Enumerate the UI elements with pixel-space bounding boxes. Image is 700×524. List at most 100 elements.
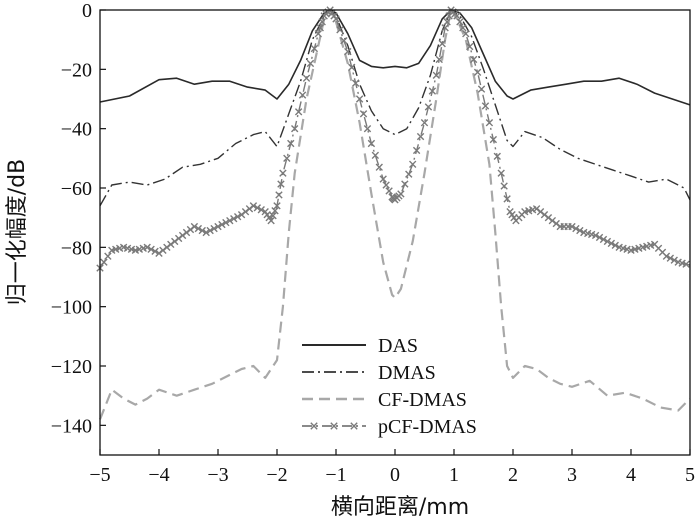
legend-label-pcf-dmas: pCF-DMAS bbox=[378, 416, 477, 438]
series-marker bbox=[670, 256, 678, 264]
series-marker bbox=[682, 260, 690, 268]
series-marker bbox=[409, 160, 417, 168]
series-marker bbox=[572, 224, 580, 233]
series-marker bbox=[271, 207, 279, 215]
y-tick-label: 0 bbox=[82, 0, 92, 22]
series-marker bbox=[151, 247, 159, 255]
series-marker bbox=[595, 233, 604, 242]
series-marker bbox=[348, 63, 356, 72]
x-axis-label: 横向距离/mm bbox=[331, 495, 469, 520]
series-markers-pcf-dmas bbox=[96, 6, 690, 272]
series-marker bbox=[385, 187, 393, 195]
series-marker bbox=[662, 252, 671, 260]
series-marker bbox=[302, 74, 311, 82]
series-marker bbox=[336, 26, 344, 34]
series-marker bbox=[576, 226, 584, 235]
series-marker bbox=[591, 231, 600, 240]
series-marker bbox=[194, 224, 203, 233]
series-marker bbox=[489, 135, 498, 144]
series-marker bbox=[104, 252, 112, 260]
y-tick-label: −20 bbox=[61, 59, 92, 81]
series-marker bbox=[438, 39, 446, 48]
series-marker bbox=[382, 181, 390, 189]
series-marker bbox=[405, 170, 413, 178]
series-marker bbox=[568, 222, 576, 231]
legend-marker bbox=[350, 422, 358, 430]
series-marker bbox=[283, 154, 291, 163]
x-tick-label: 4 bbox=[626, 464, 636, 486]
series-marker bbox=[359, 110, 368, 118]
series-marker bbox=[666, 254, 675, 262]
series-marker bbox=[230, 214, 238, 223]
legend-marker bbox=[310, 422, 318, 430]
y-tick-label: −120 bbox=[51, 356, 92, 378]
series-marker bbox=[147, 245, 155, 254]
series-marker bbox=[190, 222, 199, 231]
x-tick-label: −3 bbox=[207, 464, 228, 486]
series-marker bbox=[459, 24, 467, 32]
series-marker bbox=[279, 169, 287, 177]
series-marker bbox=[214, 222, 222, 231]
series-marker bbox=[456, 18, 464, 26]
series-marker bbox=[218, 220, 226, 229]
series-marker bbox=[428, 87, 437, 95]
series-marker bbox=[611, 241, 619, 250]
series-marker bbox=[314, 30, 322, 38]
series-marker bbox=[351, 79, 360, 87]
series-marker bbox=[294, 108, 303, 116]
series-marker bbox=[379, 175, 387, 183]
series-marker bbox=[462, 30, 470, 38]
series-marker bbox=[355, 95, 364, 103]
series-line-pcf-dmas bbox=[99, 9, 691, 269]
series-marker bbox=[318, 18, 326, 26]
series-marker bbox=[233, 212, 242, 221]
series-marker bbox=[473, 68, 482, 76]
series-marker bbox=[469, 55, 478, 64]
series-marker bbox=[603, 237, 612, 246]
series-marker bbox=[367, 139, 376, 148]
y-axis-label: 归一化幅度/dB bbox=[5, 159, 30, 305]
series-marker bbox=[401, 180, 409, 188]
series-line-dmas bbox=[99, 9, 691, 207]
x-tick-label: −4 bbox=[148, 464, 169, 486]
series-marker bbox=[273, 202, 281, 210]
x-tick-label: 3 bbox=[567, 464, 577, 486]
series-marker bbox=[340, 36, 348, 45]
x-tick-label: 0 bbox=[390, 464, 400, 486]
series-marker bbox=[477, 85, 486, 93]
series-marker bbox=[416, 132, 425, 141]
x-tick-label: −1 bbox=[325, 464, 346, 486]
series-marker bbox=[257, 206, 265, 214]
series-marker bbox=[277, 180, 285, 188]
tick-layer: −5 −4 −3 −2 −1 0 1 2 3 4 5 0 −20 −40 −60 −80 −100 −120 −14… bbox=[51, 0, 695, 486]
x-tick-label: 2 bbox=[508, 464, 518, 486]
x-tick-label: 1 bbox=[449, 464, 459, 486]
series-marker bbox=[267, 216, 275, 225]
series-marker bbox=[202, 228, 210, 237]
series-marker bbox=[466, 42, 474, 51]
series-marker bbox=[253, 204, 262, 212]
series-marker bbox=[143, 243, 151, 252]
series-marker bbox=[275, 191, 283, 199]
y-tick-label: −60 bbox=[61, 178, 92, 200]
series-marker bbox=[441, 24, 449, 32]
series-marker bbox=[497, 169, 505, 177]
series-marker bbox=[607, 239, 616, 248]
series-marker bbox=[397, 190, 405, 198]
series-marker bbox=[100, 258, 108, 266]
series-marker bbox=[226, 216, 234, 225]
series-marker bbox=[363, 124, 372, 133]
series-marker bbox=[269, 211, 277, 220]
y-tick-label: −80 bbox=[61, 237, 92, 259]
series-marker bbox=[420, 119, 429, 127]
series-marker bbox=[306, 59, 315, 68]
legend-label-cf-dmas: CF-DMAS bbox=[378, 389, 467, 411]
series-marker bbox=[599, 235, 608, 244]
series-marker bbox=[500, 182, 508, 190]
series-marker bbox=[371, 151, 380, 160]
legend-label-dmas: DMAS bbox=[378, 362, 436, 384]
series-marker bbox=[344, 47, 352, 56]
y-tick-label: −100 bbox=[51, 297, 92, 319]
